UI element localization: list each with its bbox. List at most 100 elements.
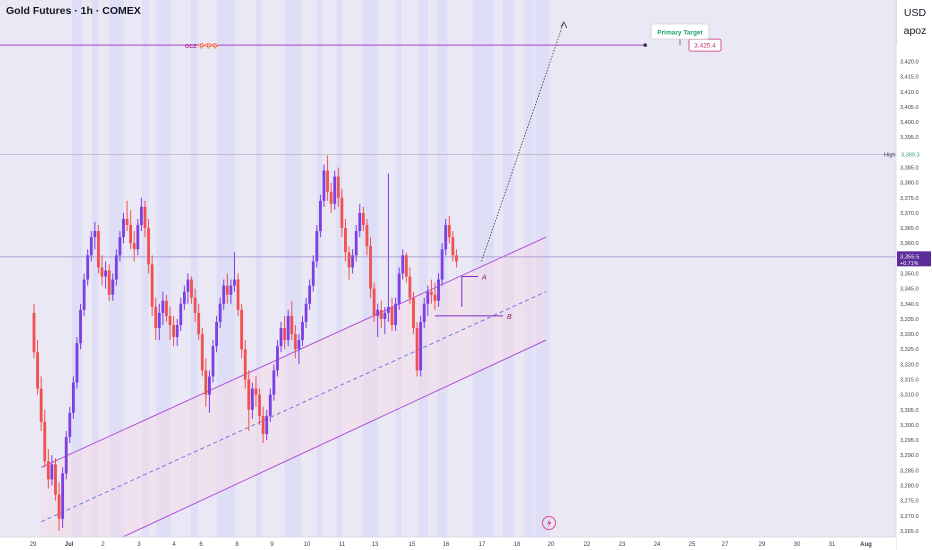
candle[interactable] [372, 288, 376, 316]
candle[interactable] [111, 279, 115, 295]
candle[interactable] [36, 352, 39, 389]
candle[interactable] [426, 291, 430, 304]
candle[interactable] [61, 473, 65, 519]
candle[interactable] [361, 212, 365, 226]
candle[interactable] [397, 273, 401, 304]
candle[interactable] [315, 231, 319, 262]
candle[interactable] [50, 464, 54, 480]
candle[interactable] [86, 255, 90, 280]
candle[interactable] [297, 340, 301, 350]
candle[interactable] [451, 237, 455, 256]
candle[interactable] [429, 291, 433, 295]
candle[interactable] [136, 225, 140, 250]
candle[interactable] [365, 225, 369, 247]
candle[interactable] [336, 176, 340, 198]
candle[interactable] [143, 206, 147, 229]
candle[interactable] [261, 415, 265, 435]
candle[interactable] [229, 285, 233, 295]
candle[interactable] [415, 328, 419, 371]
last-price-box[interactable] [897, 251, 931, 267]
candle[interactable] [379, 309, 383, 319]
candle[interactable] [326, 170, 329, 192]
candle[interactable] [46, 461, 50, 480]
candle[interactable] [301, 321, 304, 341]
candle[interactable] [43, 421, 47, 462]
candle[interactable] [404, 255, 408, 277]
candle[interactable] [71, 382, 75, 413]
candle[interactable] [311, 261, 315, 286]
candle[interactable] [387, 306, 390, 313]
candle[interactable] [97, 231, 100, 268]
candle[interactable] [319, 200, 322, 232]
candle[interactable] [283, 328, 286, 341]
candle[interactable] [358, 212, 362, 232]
candle[interactable] [390, 306, 394, 325]
candle[interactable] [215, 321, 218, 347]
candle[interactable] [433, 294, 437, 301]
candle[interactable] [243, 349, 247, 380]
candle[interactable] [422, 303, 426, 322]
candle[interactable] [222, 285, 226, 304]
candle[interactable] [100, 267, 104, 277]
candle[interactable] [279, 328, 283, 347]
candle[interactable] [104, 270, 107, 277]
candle[interactable] [147, 228, 150, 265]
candle[interactable] [172, 324, 176, 338]
candle[interactable] [408, 276, 412, 298]
candle[interactable] [412, 297, 415, 329]
candle[interactable] [376, 309, 380, 316]
candle[interactable] [383, 312, 387, 319]
candle[interactable] [225, 285, 229, 295]
candle[interactable] [190, 279, 193, 298]
candle[interactable] [107, 270, 111, 295]
candle[interactable] [293, 334, 297, 350]
candle[interactable] [211, 346, 215, 377]
candle[interactable] [186, 279, 190, 292]
candle[interactable] [236, 279, 240, 310]
candle[interactable] [440, 249, 444, 280]
candle[interactable] [286, 315, 290, 341]
candle[interactable] [140, 206, 143, 226]
candle[interactable] [150, 264, 154, 307]
candle[interactable] [132, 243, 136, 250]
candle[interactable] [447, 225, 451, 238]
candle[interactable] [218, 303, 222, 322]
candle[interactable] [57, 494, 61, 519]
candle[interactable] [254, 388, 258, 395]
candle[interactable] [444, 225, 448, 250]
candle[interactable] [437, 279, 440, 301]
projection-arrow[interactable] [481, 21, 565, 262]
candle[interactable] [204, 370, 208, 395]
candle[interactable] [272, 370, 276, 395]
candle[interactable] [39, 388, 43, 422]
candle[interactable] [304, 303, 308, 322]
candle[interactable] [250, 388, 254, 410]
candle[interactable] [75, 343, 79, 383]
candle[interactable] [419, 321, 423, 371]
candle[interactable] [369, 246, 372, 289]
candle[interactable] [290, 315, 294, 335]
candle[interactable] [68, 412, 72, 438]
candle[interactable] [322, 170, 326, 201]
candle[interactable] [175, 324, 179, 338]
candle[interactable] [347, 252, 351, 268]
candle[interactable] [344, 228, 347, 253]
candle[interactable] [455, 255, 458, 262]
candle[interactable] [401, 255, 405, 274]
candle[interactable] [179, 303, 183, 325]
channel-mid-line[interactable] [40, 291, 547, 523]
candle[interactable] [79, 309, 82, 344]
candle[interactable] [165, 300, 168, 316]
candle[interactable] [168, 315, 172, 325]
candle[interactable] [240, 309, 244, 350]
channel-upper-line[interactable] [40, 236, 547, 468]
candle[interactable] [351, 255, 355, 268]
candle[interactable] [157, 312, 161, 329]
candle[interactable] [268, 394, 272, 416]
candle[interactable] [340, 197, 344, 229]
candle[interactable] [200, 334, 204, 371]
candle[interactable] [161, 300, 165, 313]
candle[interactable] [129, 225, 133, 244]
candle[interactable] [93, 231, 97, 238]
